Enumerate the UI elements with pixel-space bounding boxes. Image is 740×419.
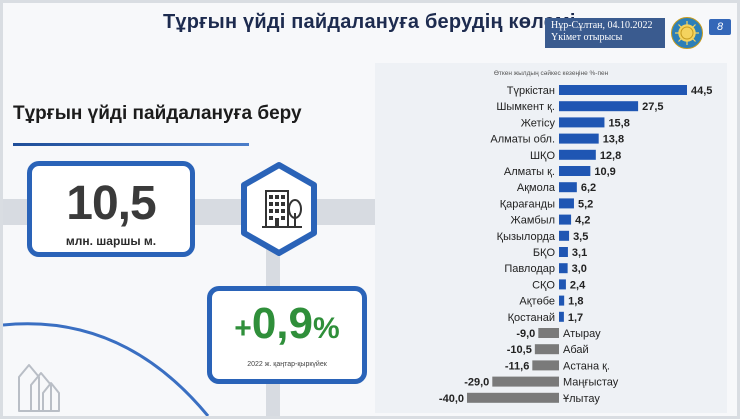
total-area-value: 10,5 [66,177,156,230]
value-label: 3,5 [573,231,588,243]
value-label: 12,8 [600,150,621,162]
value-label: -40,0 [439,393,464,405]
growth-value: +0,9% [212,299,362,349]
value-label: -29,0 [464,377,489,389]
bar-8 [559,198,574,209]
growth-sign: + [234,312,252,345]
bar-12 [559,263,568,274]
category-label: Қостанай [508,312,555,324]
title-underline [13,143,249,146]
bar-15 [559,311,564,322]
slide: Тұрғын үйді пайдалануға берудің көлемі Н… [3,3,737,416]
location-date: Нұр-Сұлтан, 04.10.2022 [551,20,653,31]
bar-2 [559,101,639,112]
bar-4 [559,133,599,144]
value-label: 44,5 [691,85,712,97]
category-label: Түркістан [507,85,555,97]
value-label: -10,5 [507,344,532,356]
meeting-info-box: Нұр-Сұлтан, 04.10.2022 Үкімет отырысы [545,18,665,48]
meeting-name: Үкімет отырысы [551,32,623,43]
bar-5 [559,149,596,160]
value-label: 27,5 [642,101,663,113]
value-label: 1,7 [568,312,583,324]
bar-6 [559,166,591,176]
category-label: СҚО [532,279,555,291]
value-label: 2,4 [570,279,586,291]
chart-subtitle: Өткен жылдың сәйкес кезеңіне %-пен [494,69,609,77]
growth-number: 0,9 [251,299,313,348]
slide-title: Тұрғын үйді пайдалануға берудің көлемі [163,11,576,33]
bar-1 [559,85,687,95]
growth-percent-symbol: % [313,312,340,345]
category-label: Ақмола [517,182,556,194]
category-label: Алматы обл. [490,134,555,146]
value-label: 3,0 [572,263,587,275]
total-area-card: 10,5 млн. шаршы м. [27,161,195,257]
value-label: -11,6 [505,360,529,372]
bar-11 [559,247,568,257]
category-label: Атырау [563,328,601,340]
value-label: 10,9 [594,166,615,178]
value-label: 3,1 [572,247,587,259]
bar-19 [492,376,559,387]
category-label: Павлодар [504,263,555,275]
value-label: 5,2 [578,198,593,210]
bar-20 [467,392,559,403]
region-growth-chart: Өткен жылдың сәйкес кезеңіне %-пен Түркіс… [439,69,713,405]
category-label: БҚО [533,247,556,259]
value-label: 1,8 [568,296,583,308]
bar-7 [559,182,577,193]
growth-arrows-icon [18,364,60,412]
page-number-badge: 8 [709,19,731,35]
growth-period: 2022 ж. қаңтар-қыркүйек [247,361,327,368]
category-label: Шымкент қ. [496,101,555,113]
value-label: 6,2 [581,182,596,194]
state-emblem-icon [671,17,703,49]
growth-card: +0,9% 2022 ж. қаңтар-қыркүйек [207,286,367,384]
section-title: Тұрғын үйді пайдалануға беру [13,103,302,124]
category-label: Алматы қ. [504,166,555,178]
bar-10 [559,230,570,241]
value-label: 4,2 [575,215,590,227]
category-label: ШҚО [530,150,555,162]
bar-9 [559,214,572,225]
building-icon [241,162,317,256]
category-label: Жетісу [521,117,556,129]
category-label: Қызылорда [497,231,556,243]
bar-16 [538,328,559,338]
category-label: Қарағанды [500,198,555,210]
category-label: Астана қ. [563,360,610,372]
building-hexagon [240,161,318,257]
bar-17 [534,344,559,355]
category-label: Абай [563,344,589,356]
category-label: Ұлытау [563,393,600,405]
value-label: -9,0 [516,328,535,340]
value-label: 15,8 [608,117,629,129]
bar-3 [559,117,605,128]
total-area-unit: млн. шаршы м. [65,234,157,248]
bar-13 [559,279,566,290]
bar-18 [532,360,559,371]
category-label: Маңғыстау [563,377,619,389]
category-label: Жамбыл [511,215,555,227]
region-growth-chart-panel: Өткен жылдың сәйкес кезеңіне %-пен Түркіс… [375,63,727,413]
decorative-curve [3,322,210,416]
bar-14 [559,295,565,306]
value-label: 13,8 [603,134,624,146]
category-label: Ақтөбе [519,296,555,308]
